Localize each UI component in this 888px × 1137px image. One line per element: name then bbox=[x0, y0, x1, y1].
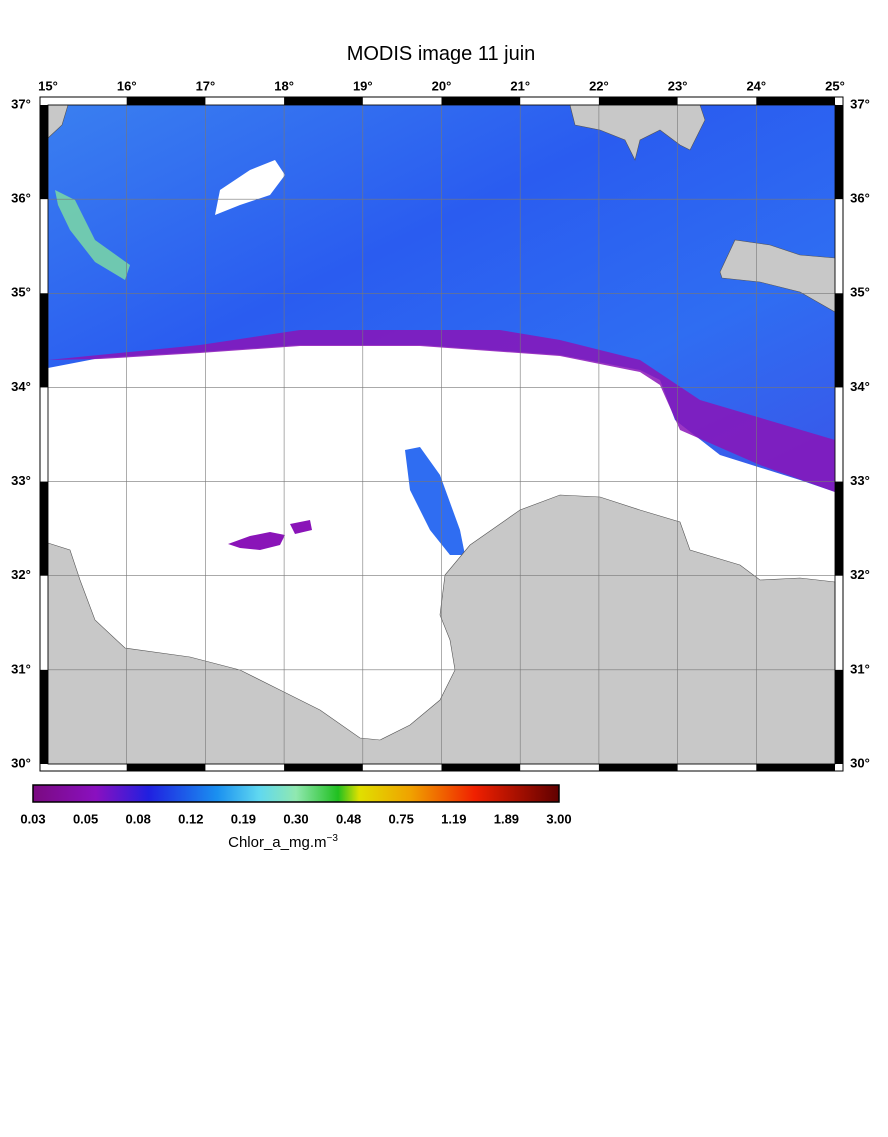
lat-label: 31° bbox=[11, 661, 31, 676]
lon-label: 21° bbox=[510, 78, 530, 93]
land-greece bbox=[569, 104, 706, 161]
frame-segment bbox=[284, 764, 363, 771]
lon-label: 24° bbox=[746, 78, 766, 93]
lat-label: 32° bbox=[11, 567, 31, 582]
frame-segment bbox=[40, 481, 48, 576]
lon-label: 19° bbox=[353, 78, 373, 93]
map-title: MODIS image 11 juin bbox=[347, 43, 536, 65]
frame-segment bbox=[441, 764, 521, 771]
lat-label: 30° bbox=[850, 755, 870, 770]
lat-label: 35° bbox=[11, 285, 31, 300]
lat-label: 30° bbox=[11, 755, 31, 770]
lat-label: 37° bbox=[850, 96, 870, 111]
isolated-patch bbox=[405, 447, 465, 555]
isolated-patch bbox=[228, 532, 285, 550]
colorbar-tick-label: 0.30 bbox=[283, 811, 308, 826]
lat-label: 36° bbox=[850, 191, 870, 206]
colorbar-tick-label: 1.89 bbox=[494, 811, 519, 826]
colorbar-tick-label: 0.75 bbox=[389, 811, 414, 826]
frame-segment bbox=[835, 293, 843, 388]
lat-label: 31° bbox=[850, 661, 870, 676]
frame-segment bbox=[598, 97, 678, 105]
colorbar-tick-label: 1.19 bbox=[441, 811, 466, 826]
colorbar-tick-label: 0.05 bbox=[73, 811, 98, 826]
low-chlorophyll-band bbox=[48, 330, 835, 492]
colorbar-unit: Chlor_a_mg.m bbox=[228, 834, 326, 851]
frame-segment bbox=[126, 97, 206, 105]
frame-segment bbox=[598, 764, 678, 771]
lat-label: 32° bbox=[850, 567, 870, 582]
cloud-gap bbox=[215, 160, 285, 215]
lat-label: 37° bbox=[11, 96, 31, 111]
colorbar-tick-label: 0.19 bbox=[231, 811, 256, 826]
frame-segment bbox=[756, 97, 835, 105]
lon-label: 22° bbox=[589, 78, 609, 93]
frame-segment bbox=[40, 105, 48, 200]
colorbar-tick-label: 0.12 bbox=[178, 811, 203, 826]
lat-label: 34° bbox=[850, 379, 870, 394]
frame-segment bbox=[835, 105, 843, 200]
lat-label: 33° bbox=[850, 473, 870, 488]
lat-label: 33° bbox=[11, 473, 31, 488]
frame-segment bbox=[756, 764, 835, 771]
map-border bbox=[47, 104, 836, 765]
frame-segment bbox=[835, 481, 843, 576]
lon-label: 20° bbox=[432, 78, 452, 93]
colorbar-label: Chlor_a_mg.m−3 bbox=[228, 833, 338, 851]
colorbar bbox=[32, 784, 560, 803]
lat-label: 34° bbox=[11, 379, 31, 394]
frame-segment bbox=[126, 764, 206, 771]
lat-label: 36° bbox=[11, 191, 31, 206]
lon-label: 17° bbox=[196, 78, 216, 93]
lon-label: 15° bbox=[38, 78, 58, 93]
lon-label: 18° bbox=[274, 78, 294, 93]
coastal-bloom bbox=[55, 190, 130, 280]
lon-label: 25° bbox=[825, 78, 845, 93]
colorbar-tick-label: 0.08 bbox=[126, 811, 151, 826]
frame-segment bbox=[835, 669, 843, 764]
isolated-patch bbox=[290, 520, 312, 534]
lon-label: 16° bbox=[117, 78, 137, 93]
frame-segment bbox=[40, 293, 48, 388]
frame-segment bbox=[284, 97, 363, 105]
frame-segment bbox=[40, 669, 48, 764]
colorbar-tick-label: 3.00 bbox=[546, 811, 571, 826]
colorbar-tick-label: 0.03 bbox=[20, 811, 45, 826]
land-africa bbox=[47, 494, 836, 765]
frame-segment bbox=[441, 97, 521, 105]
colorbar-unit-exponent: −3 bbox=[326, 833, 338, 844]
lat-label: 35° bbox=[850, 285, 870, 300]
lon-label: 23° bbox=[668, 78, 688, 93]
colorbar-tick-label: 0.48 bbox=[336, 811, 361, 826]
